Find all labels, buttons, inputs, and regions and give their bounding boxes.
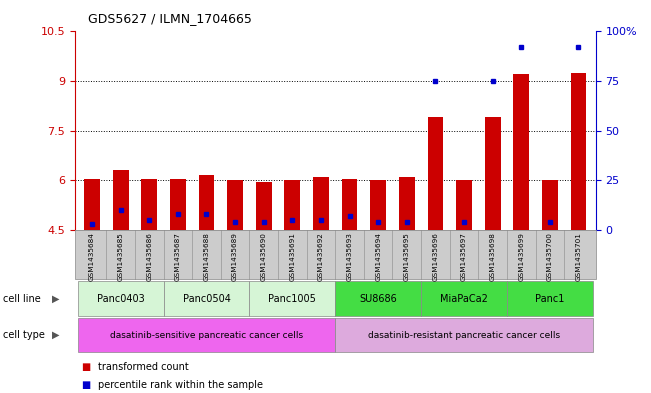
Bar [113,171,128,230]
Text: percentile rank within the sample: percentile rank within the sample [98,380,262,390]
Bar [370,180,386,230]
Text: GSM1435692: GSM1435692 [318,232,324,281]
Text: GSM1435701: GSM1435701 [575,232,581,281]
Bar [428,118,443,230]
Text: GSM1435695: GSM1435695 [404,232,409,281]
Text: GSM1435698: GSM1435698 [490,232,495,281]
Bar [199,175,214,230]
Bar [342,179,357,230]
Text: cell type: cell type [3,330,45,340]
Bar [227,180,243,230]
Text: cell line: cell line [3,294,41,304]
Bar [313,177,329,230]
Bar [514,74,529,230]
Text: dasatinib-sensitive pancreatic cancer cells: dasatinib-sensitive pancreatic cancer ce… [110,331,303,340]
Bar [485,118,501,230]
Bar [170,179,186,230]
Text: Panc0504: Panc0504 [182,294,230,304]
Bar [456,180,472,230]
Bar [84,179,100,230]
Text: GSM1435684: GSM1435684 [89,232,95,281]
Bar [256,182,271,230]
Text: GSM1435691: GSM1435691 [289,232,296,281]
Text: ■: ■ [81,380,90,390]
Bar [141,179,157,230]
Text: GSM1435694: GSM1435694 [375,232,381,281]
Text: Panc1005: Panc1005 [268,294,316,304]
Text: GSM1435693: GSM1435693 [346,232,353,281]
Text: GSM1435690: GSM1435690 [261,232,267,281]
Text: ■: ■ [81,362,90,373]
Text: transformed count: transformed count [98,362,188,373]
Text: Panc1: Panc1 [535,294,564,304]
Text: GSM1435700: GSM1435700 [547,232,553,281]
Bar [284,180,300,230]
Text: dasatinib-resistant pancreatic cancer cells: dasatinib-resistant pancreatic cancer ce… [368,331,560,340]
Bar [542,180,558,230]
Text: MiaPaCa2: MiaPaCa2 [440,294,488,304]
Text: ▶: ▶ [51,294,59,304]
Text: GSM1435688: GSM1435688 [204,232,210,281]
Text: GDS5627 / ILMN_1704665: GDS5627 / ILMN_1704665 [88,12,252,25]
Text: SU8686: SU8686 [359,294,397,304]
Text: GSM1435686: GSM1435686 [146,232,152,281]
Text: GSM1435689: GSM1435689 [232,232,238,281]
Text: ▶: ▶ [51,330,59,340]
Text: GSM1435697: GSM1435697 [461,232,467,281]
Text: GSM1435685: GSM1435685 [118,232,124,281]
Text: GSM1435687: GSM1435687 [175,232,181,281]
Text: GSM1435696: GSM1435696 [432,232,438,281]
Bar [571,73,587,230]
Text: Panc0403: Panc0403 [97,294,145,304]
Text: GSM1435699: GSM1435699 [518,232,524,281]
Bar [399,177,415,230]
